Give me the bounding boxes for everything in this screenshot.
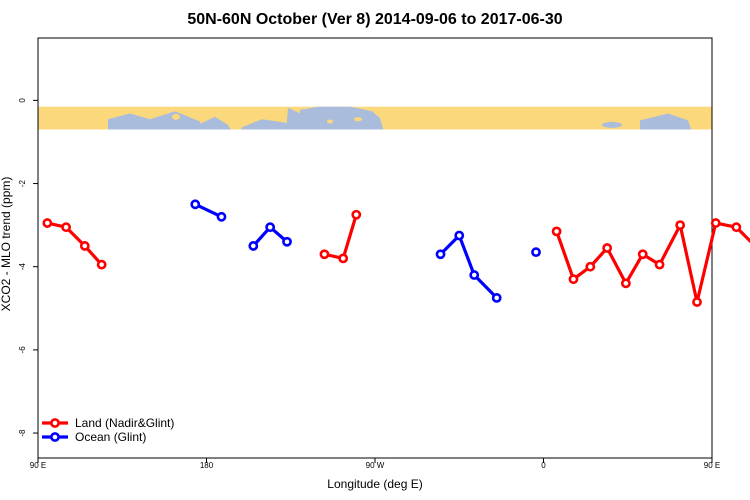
data-point [710, 218, 721, 228]
map-island [354, 117, 362, 122]
data-point [654, 259, 665, 270]
x-axis: 90 E 180 90 W 0 90 E [30, 458, 720, 470]
data-point [351, 209, 362, 220]
y-axis: 0 -2 -4 -6 -8 [18, 98, 38, 437]
y-tick-label: -2 [18, 179, 27, 187]
map-island [172, 113, 180, 120]
y-tick-label: 0 [18, 98, 27, 103]
y-tick-label: -8 [18, 429, 27, 437]
data-point [731, 222, 742, 233]
data-point [42, 218, 53, 228]
series-line [439, 233, 498, 300]
series-line [324, 214, 358, 260]
data-point [454, 230, 465, 241]
series-ocean [190, 199, 541, 303]
legend: Land (Nadir&Glint)Ocean (Glint) [42, 416, 174, 444]
map-sea [321, 113, 349, 120]
map-background-band [38, 106, 712, 130]
map-ocean [200, 116, 231, 130]
series-land [42, 209, 750, 307]
x-tick-label: 90 W [366, 461, 385, 470]
data-point [551, 226, 562, 237]
data-point [216, 211, 227, 222]
data-point [531, 247, 541, 258]
data-point [692, 297, 702, 307]
data-point [602, 243, 613, 253]
data-point [79, 241, 90, 251]
data-point [637, 249, 648, 260]
x-tick-label: 90 E [30, 461, 46, 470]
x-tick-label: 180 [200, 461, 214, 470]
data-point [469, 270, 480, 280]
map-island [327, 119, 333, 124]
data-point [61, 222, 71, 233]
chart-title: 50N-60N October (Ver 8) 2014-09-06 to 20… [187, 11, 562, 28]
data-point [568, 274, 579, 285]
data-point [338, 253, 349, 264]
map-ocean [640, 113, 692, 130]
data-point [319, 249, 330, 260]
map-ocean [286, 107, 315, 130]
data-point [620, 278, 631, 289]
x-tick-label: 0 [541, 461, 546, 470]
data-point [675, 220, 686, 231]
data-point [435, 249, 446, 260]
x-axis-label: Longitude (deg E) [327, 477, 422, 491]
data-point [265, 222, 276, 233]
y-axis-label: XCO2 - MLO trend (ppm) [0, 177, 13, 312]
series-line [47, 221, 103, 266]
data-point [190, 199, 201, 210]
map-ocean [241, 119, 297, 130]
series-layer [42, 199, 750, 307]
legend-label: Land (Nadir&Glint) [75, 416, 174, 430]
data-point [96, 259, 107, 270]
legend-marker [50, 432, 60, 442]
legend-label: Ocean (Glint) [75, 430, 146, 444]
series-line [555, 221, 750, 304]
map-sea [602, 121, 622, 128]
data-point [282, 236, 292, 247]
data-point [248, 241, 259, 251]
map-sea [140, 120, 156, 127]
y-tick-label: -6 [18, 346, 27, 354]
map-island [242, 113, 248, 118]
y-tick-label: -4 [18, 263, 27, 271]
data-point [491, 293, 502, 303]
x-tick-label: 90 E [704, 461, 720, 470]
data-point [585, 261, 596, 272]
legend-marker [50, 418, 60, 428]
